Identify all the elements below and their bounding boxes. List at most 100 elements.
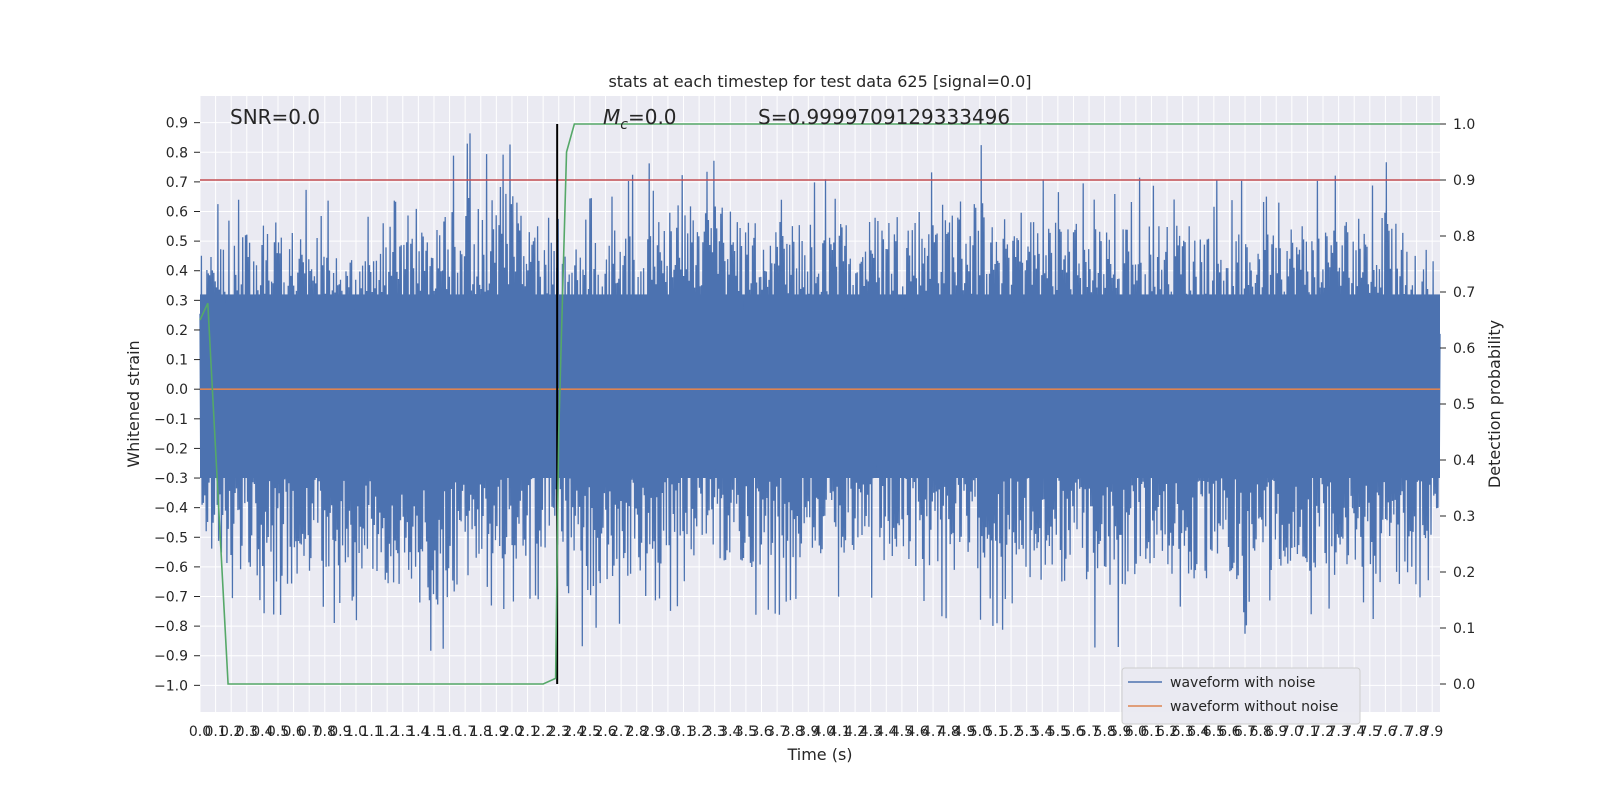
x-tick-label: 3.7	[766, 724, 788, 740]
x-tick-label: 6.5	[1203, 724, 1225, 740]
x-tick-label: 3.3	[704, 724, 726, 740]
x-tick-label: 2.4	[563, 724, 585, 740]
x-tick-label: 2.6	[594, 724, 616, 740]
x-tick-label: 4.5	[891, 724, 913, 740]
x-tick-label: 6.3	[1172, 724, 1194, 740]
y-tick-label: 0.3	[166, 293, 188, 309]
y-tick-label: 0.0	[166, 382, 188, 398]
x-tick-label: 7.4	[1343, 724, 1365, 740]
annotation-mc-value: =0.0	[628, 105, 677, 129]
y-tick-label: 0.5	[166, 234, 188, 250]
x-tick-label: 5.2	[1000, 724, 1022, 740]
x-tick-label: 5.8	[1094, 724, 1116, 740]
x-tick-label: 1.4	[407, 724, 429, 740]
y-tick-label: −0.1	[154, 412, 188, 428]
y-tick-label: −0.5	[154, 530, 188, 546]
x-tick-label: 0.5	[267, 724, 289, 740]
annotation-s: S=0.9999709129333496	[758, 105, 1010, 129]
x-tick-label: 1.5	[423, 724, 445, 740]
x-tick-label: 6.6	[1218, 724, 1240, 740]
x-tick-label: 7.5	[1359, 724, 1381, 740]
x-tick-label: 5.0	[969, 724, 991, 740]
x-tick-label: 0.4	[251, 724, 273, 740]
x-tick-label: 4.2	[844, 724, 866, 740]
x-tick-label: 4.3	[860, 724, 882, 740]
annotation-mc: Mc=0.0	[603, 105, 677, 133]
chart-title: stats at each timestep for test data 625…	[608, 72, 1031, 91]
x-tick-label: 1.1	[360, 724, 382, 740]
x-tick-label: 2.8	[626, 724, 648, 740]
x-tick-label: 2.2	[532, 724, 554, 740]
annotation-snr: SNR=0.0	[230, 105, 320, 129]
x-tick-label: 2.0	[501, 724, 523, 740]
x-tick-label: 7.9	[1421, 724, 1443, 740]
x-tick-label: 3.5	[735, 724, 757, 740]
y-tick-label: 0.2	[166, 323, 188, 339]
legend-label-noise: waveform with noise	[1170, 675, 1315, 691]
y-right-tick-label: 1.0	[1453, 117, 1475, 133]
y-right-tick-label: 0.3	[1453, 509, 1475, 525]
y-tick-label: 0.7	[166, 175, 188, 191]
x-tick-label: 4.8	[938, 724, 960, 740]
x-tick-label: 5.1	[984, 724, 1006, 740]
detection-probability-line	[199, 123, 1440, 685]
y-right-tick-label: 0.9	[1453, 173, 1475, 189]
y-right-tick-label: 0.5	[1453, 397, 1475, 413]
x-tick-label: 0.3	[236, 724, 258, 740]
x-tick-label: 4.1	[828, 724, 850, 740]
x-tick-label: 4.7	[922, 724, 944, 740]
x-tick-label: 3.0	[657, 724, 679, 740]
x-tick-label: 7.2	[1312, 724, 1334, 740]
x-tick-label: 3.1	[672, 724, 694, 740]
x-tick-label: 3.2	[688, 724, 710, 740]
x-tick-label: 4.4	[875, 724, 897, 740]
waveform-with-noise-line	[199, 133, 1441, 651]
x-tick-label: 0.7	[298, 724, 320, 740]
x-tick-label: 2.1	[516, 724, 538, 740]
x-tick-label: 3.4	[719, 724, 741, 740]
y-axis-label: Whitened strain	[124, 340, 143, 467]
annotation-mc-sub: c	[620, 117, 628, 133]
x-tick-label: 2.3	[548, 724, 570, 740]
y-right-tick-label: 0.8	[1453, 229, 1475, 245]
y-tick-label: −0.2	[154, 441, 188, 457]
x-tick-label: 6.1	[1140, 724, 1162, 740]
x-tick-label: 3.8	[782, 724, 804, 740]
x-tick-label: 7.6	[1374, 724, 1396, 740]
y-tick-label: 0.6	[166, 205, 188, 221]
y-tick-label: −0.4	[154, 501, 188, 517]
legend-box	[1121, 667, 1361, 725]
annotation-mc-symbol: M	[603, 105, 620, 129]
x-tick-label: 0.6	[282, 724, 304, 740]
x-tick-label: 6.2	[1156, 724, 1178, 740]
x-tick-label: 5.3	[1016, 724, 1038, 740]
y-right-tick-label: 0.6	[1453, 341, 1475, 357]
x-tick-label: 5.9	[1109, 724, 1131, 740]
y-right-tick-label: 0.0	[1453, 677, 1475, 693]
x-tick-label: 1.2	[376, 724, 398, 740]
x-tick-label: 6.8	[1249, 724, 1271, 740]
x-tick-label: 1.6	[438, 724, 460, 740]
x-tick-label: 1.0	[345, 724, 367, 740]
x-tick-label: 7.1	[1296, 724, 1318, 740]
x-tick-label: 0.0	[189, 724, 211, 740]
x-tick-label: 2.9	[641, 724, 663, 740]
x-tick-label: 4.6	[906, 724, 928, 740]
x-tick-label: 1.9	[485, 724, 507, 740]
x-tick-label: 1.7	[454, 724, 476, 740]
y-tick-label: −0.8	[154, 619, 188, 635]
x-tick-label: 6.9	[1265, 724, 1287, 740]
x-tick-label: 6.7	[1234, 724, 1256, 740]
x-tick-label: 5.6	[1062, 724, 1084, 740]
y-tick-label: −0.7	[154, 590, 188, 606]
y-right-tick-label: 0.2	[1453, 565, 1475, 581]
x-tick-label: 1.8	[470, 724, 492, 740]
y-tick-label: −1.0	[154, 678, 188, 694]
noise-series	[199, 133, 1441, 651]
axes: 0.00.10.20.30.40.50.60.70.80.91.01.11.21…	[154, 116, 1475, 740]
y-tick-label: −0.6	[154, 560, 188, 576]
x-tick-label: 0.9	[329, 724, 351, 740]
y-right-tick-label: 0.4	[1453, 453, 1475, 469]
legend-label-clean: waveform without noise	[1170, 699, 1338, 715]
